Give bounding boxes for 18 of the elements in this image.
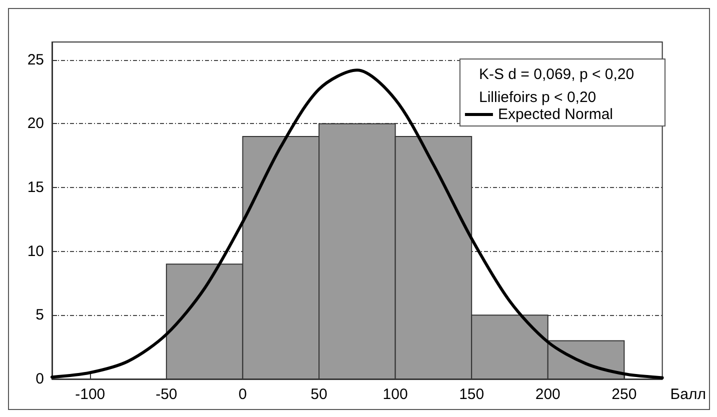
x-axis-title: Балл — [670, 386, 706, 403]
y-tick-label: 15 — [27, 179, 44, 196]
x-tick-label: 150 — [459, 386, 484, 403]
y-tick-label: 10 — [27, 242, 44, 260]
x-tick-label: 50 — [310, 386, 328, 403]
x-tick-label: -100 — [75, 386, 106, 403]
annotation: K-S d = 0,069, p < 0,20 — [479, 66, 634, 83]
y-tick-label: 20 — [27, 115, 44, 132]
y-tick-label: 5 — [36, 306, 44, 324]
x-tick-label: -50 — [156, 386, 178, 403]
x-tick-label: 0 — [238, 386, 247, 403]
x-tick-label: 100 — [382, 386, 408, 403]
annotation: Lilliefoirs p < 0,20 — [479, 89, 596, 106]
x-tick-label: 200 — [535, 386, 560, 403]
legend-label: Expected Normal — [498, 106, 614, 123]
y-tick-label: 0 — [36, 370, 44, 388]
x-tick-label: 250 — [612, 386, 637, 403]
y-tick-label: 25 — [27, 51, 44, 68]
